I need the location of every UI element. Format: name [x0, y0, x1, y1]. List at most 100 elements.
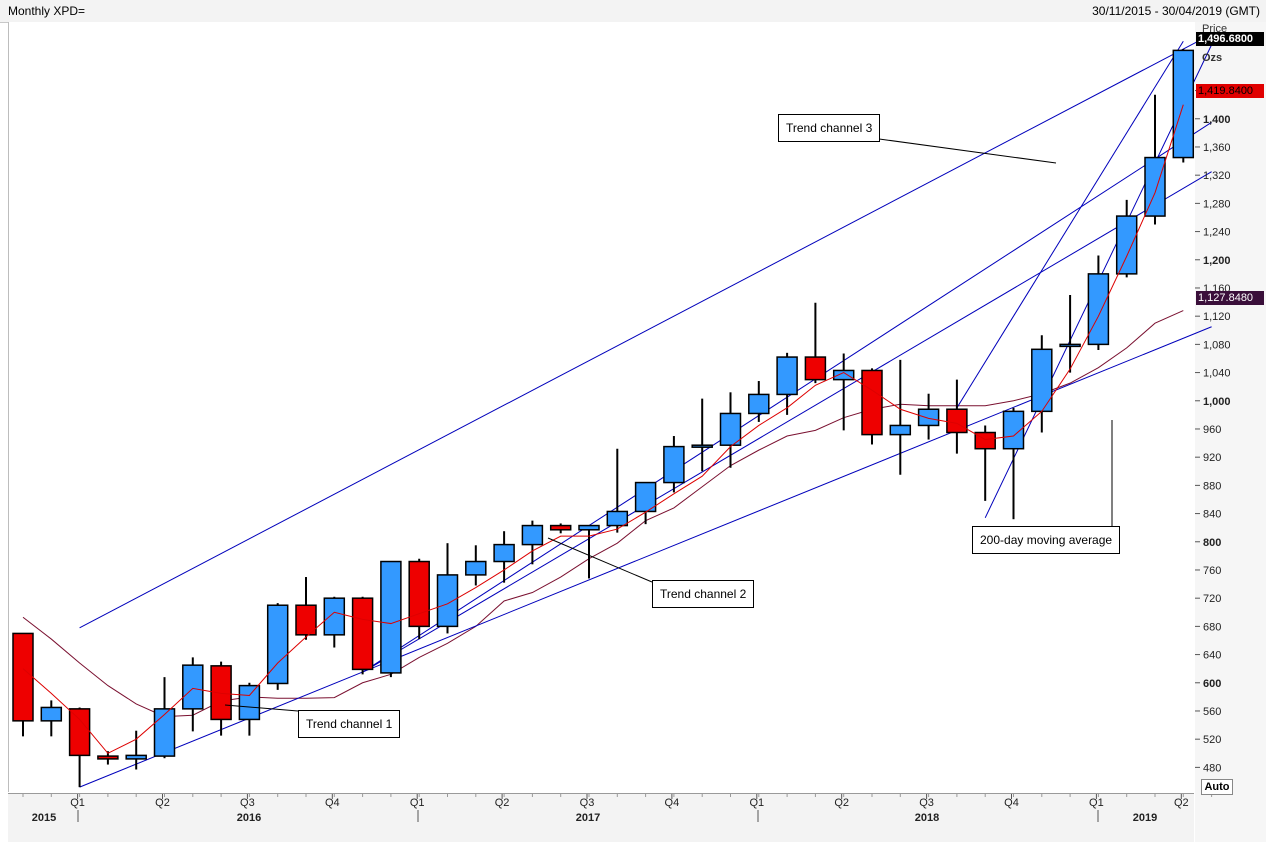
candle-body — [408, 560, 430, 628]
x-quarter-label: Q3 — [240, 797, 255, 809]
x-quarter-label: Q4 — [1004, 797, 1019, 809]
candle-body — [40, 706, 63, 722]
y-axis-ticks: 480 520 560 600 640 680 720 760 800 840 880 920 960 1… — [1195, 86, 1231, 774]
candle-body — [1115, 215, 1138, 275]
plot-area[interactable] — [8, 22, 1196, 792]
candle-body — [946, 408, 968, 434]
candle-body — [1144, 156, 1166, 217]
y-tick-label: 1,400 — [1203, 114, 1231, 126]
y-tick-label: 960 — [1203, 424, 1221, 436]
x-quarter-label: Q1 — [749, 797, 764, 809]
y-tick-label: 920 — [1203, 452, 1221, 464]
trend-line-5 — [956, 40, 1184, 409]
candle-body — [182, 664, 204, 710]
y-tick-label: 680 — [1203, 621, 1221, 633]
y-tick-label: 1,040 — [1203, 368, 1231, 380]
short-ma-line — [22, 104, 1184, 754]
annotation-leader-layer — [224, 137, 1113, 712]
trend-line-3 — [362, 171, 1212, 673]
short-ma-tag: 1,419.8400 — [1196, 84, 1264, 98]
y-tick-label: 560 — [1203, 706, 1221, 718]
candle-layer — [12, 48, 1195, 788]
candle-body — [1172, 49, 1195, 159]
x-quarter-label: Q1 — [70, 797, 85, 809]
candle-body — [210, 665, 232, 721]
annotation-leader-2 — [547, 537, 653, 583]
x-quarter-label: Q2 — [155, 797, 170, 809]
candle-body — [238, 684, 261, 721]
candle-body — [549, 524, 572, 531]
trend-line-2 — [79, 326, 1212, 788]
candle-body — [663, 445, 685, 484]
candle-body — [266, 604, 289, 685]
candle-body — [691, 444, 713, 448]
y-tick-label: 880 — [1203, 480, 1221, 492]
candle-body — [323, 597, 346, 636]
candle-body — [12, 632, 34, 722]
candle-body — [917, 408, 940, 427]
x-quarter-label: Q2 — [495, 797, 510, 809]
candle-body — [97, 755, 119, 760]
x-quarter-label: Q4 — [325, 797, 340, 809]
y-tick-label: 800 — [1203, 537, 1221, 549]
candle-body — [889, 424, 912, 436]
candle-body — [832, 369, 855, 381]
candle-body — [861, 369, 883, 436]
x-quarter-label: Q1 — [410, 797, 425, 809]
date-range-label: 30/11/2015 - 30/04/2019 (GMT) — [1092, 4, 1260, 18]
candle-body — [634, 481, 657, 513]
x-quarter-label: Q3 — [580, 797, 595, 809]
candle-body — [719, 412, 742, 446]
candle-body — [153, 708, 176, 757]
short-ma-layer — [22, 104, 1184, 754]
y-tick-label: 1,280 — [1203, 198, 1231, 210]
y-tick-label: 600 — [1203, 678, 1221, 690]
x-quarter-label: Q1 — [1089, 797, 1104, 809]
x-axis-ticks: Q1 Q2 Q3 Q4 Q1 Q2 Q3 Q4 Q1 Q2 Q3 Q4 Q1 Q2 2015 2016 2017… — [22, 794, 1213, 824]
annotation-trend-channel-3: Trend channel 3 — [778, 114, 881, 142]
candle-body — [380, 560, 402, 674]
time-axis[interactable] — [8, 793, 1194, 842]
y-tick-label: 1,080 — [1203, 339, 1231, 351]
chart-title: Monthly XPD= — [8, 4, 86, 18]
long-ma-line — [22, 310, 1184, 718]
candle-body — [68, 708, 91, 757]
annotation-trend-channel-1: Trend channel 1 — [298, 710, 401, 738]
candle-body — [465, 560, 487, 576]
long-ma-tag: 1,127.8480 — [1196, 291, 1264, 305]
candle-body — [1031, 348, 1053, 413]
candle-body — [125, 754, 147, 760]
candle-body — [974, 431, 996, 450]
trend-line-1 — [79, 33, 1212, 629]
y-tick-label: 1,240 — [1203, 227, 1231, 239]
auto-scale-button[interactable]: Auto — [1201, 779, 1233, 795]
annotation-trend-channel-2: Trend channel 2 — [652, 580, 755, 608]
x-year-label: 2015 — [32, 812, 56, 824]
y-tick-label: 480 — [1203, 762, 1221, 774]
y-tick-label: 1,200 — [1203, 255, 1231, 267]
candle-body — [1087, 273, 1110, 346]
candle-body — [776, 356, 798, 396]
x-year-label: 2017 — [576, 812, 600, 824]
candle-body — [351, 597, 374, 671]
candle-body — [748, 393, 770, 415]
candle-body — [606, 510, 629, 527]
price-axis[interactable] — [1195, 22, 1266, 842]
y-tick-label: 1,000 — [1203, 396, 1231, 408]
y-tick-label: 1,120 — [1203, 311, 1231, 323]
x-quarter-label: Q3 — [919, 797, 934, 809]
y-tick-label: 760 — [1203, 565, 1221, 577]
x-quarter-label: Q2 — [834, 797, 849, 809]
annotation-leader-1 — [224, 704, 299, 712]
y-tick-label: 520 — [1203, 734, 1221, 746]
candle-body — [804, 356, 827, 381]
long-ma-layer — [22, 310, 1184, 718]
y-tick-label: 720 — [1203, 593, 1221, 605]
candle-body — [295, 604, 317, 636]
y-tick-label: 640 — [1203, 650, 1221, 662]
x-year-label: 2018 — [915, 812, 939, 824]
candle-body — [521, 524, 544, 546]
y-tick-label: 1,360 — [1203, 142, 1231, 154]
price-axis-unit: Ozs — [1202, 52, 1223, 64]
